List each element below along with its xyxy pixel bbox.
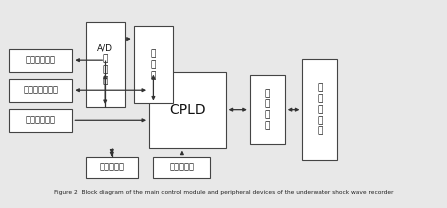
Text: Figure 2  Block diagram of the main control module and peripheral devices of the: Figure 2 Block diagram of the main contr… xyxy=(54,190,393,195)
Bar xyxy=(85,22,125,107)
Bar xyxy=(9,49,72,72)
Text: 可编程延时电路: 可编程延时电路 xyxy=(23,86,58,95)
Text: 晶体振荡器: 晶体振荡器 xyxy=(169,163,194,172)
Text: 触发控制电路: 触发控制电路 xyxy=(25,116,55,125)
Bar xyxy=(302,59,337,160)
Text: 计
算
机
并
口: 计 算 机 并 口 xyxy=(317,84,323,136)
Bar xyxy=(85,156,138,178)
Text: 存
储
器: 存 储 器 xyxy=(151,49,156,80)
Text: 电源管理电路: 电源管理电路 xyxy=(25,56,55,65)
Text: 状态指示灯: 状态指示灯 xyxy=(99,163,124,172)
Text: 接
口
电
路: 接 口 电 路 xyxy=(265,89,270,130)
Bar xyxy=(149,72,226,148)
Bar xyxy=(250,75,285,144)
Bar xyxy=(9,109,72,132)
Text: A/D
转
换
器: A/D 转 换 器 xyxy=(97,44,113,85)
Bar xyxy=(153,156,211,178)
Bar xyxy=(9,79,72,102)
Bar xyxy=(134,26,173,104)
Text: CPLD: CPLD xyxy=(169,103,206,117)
